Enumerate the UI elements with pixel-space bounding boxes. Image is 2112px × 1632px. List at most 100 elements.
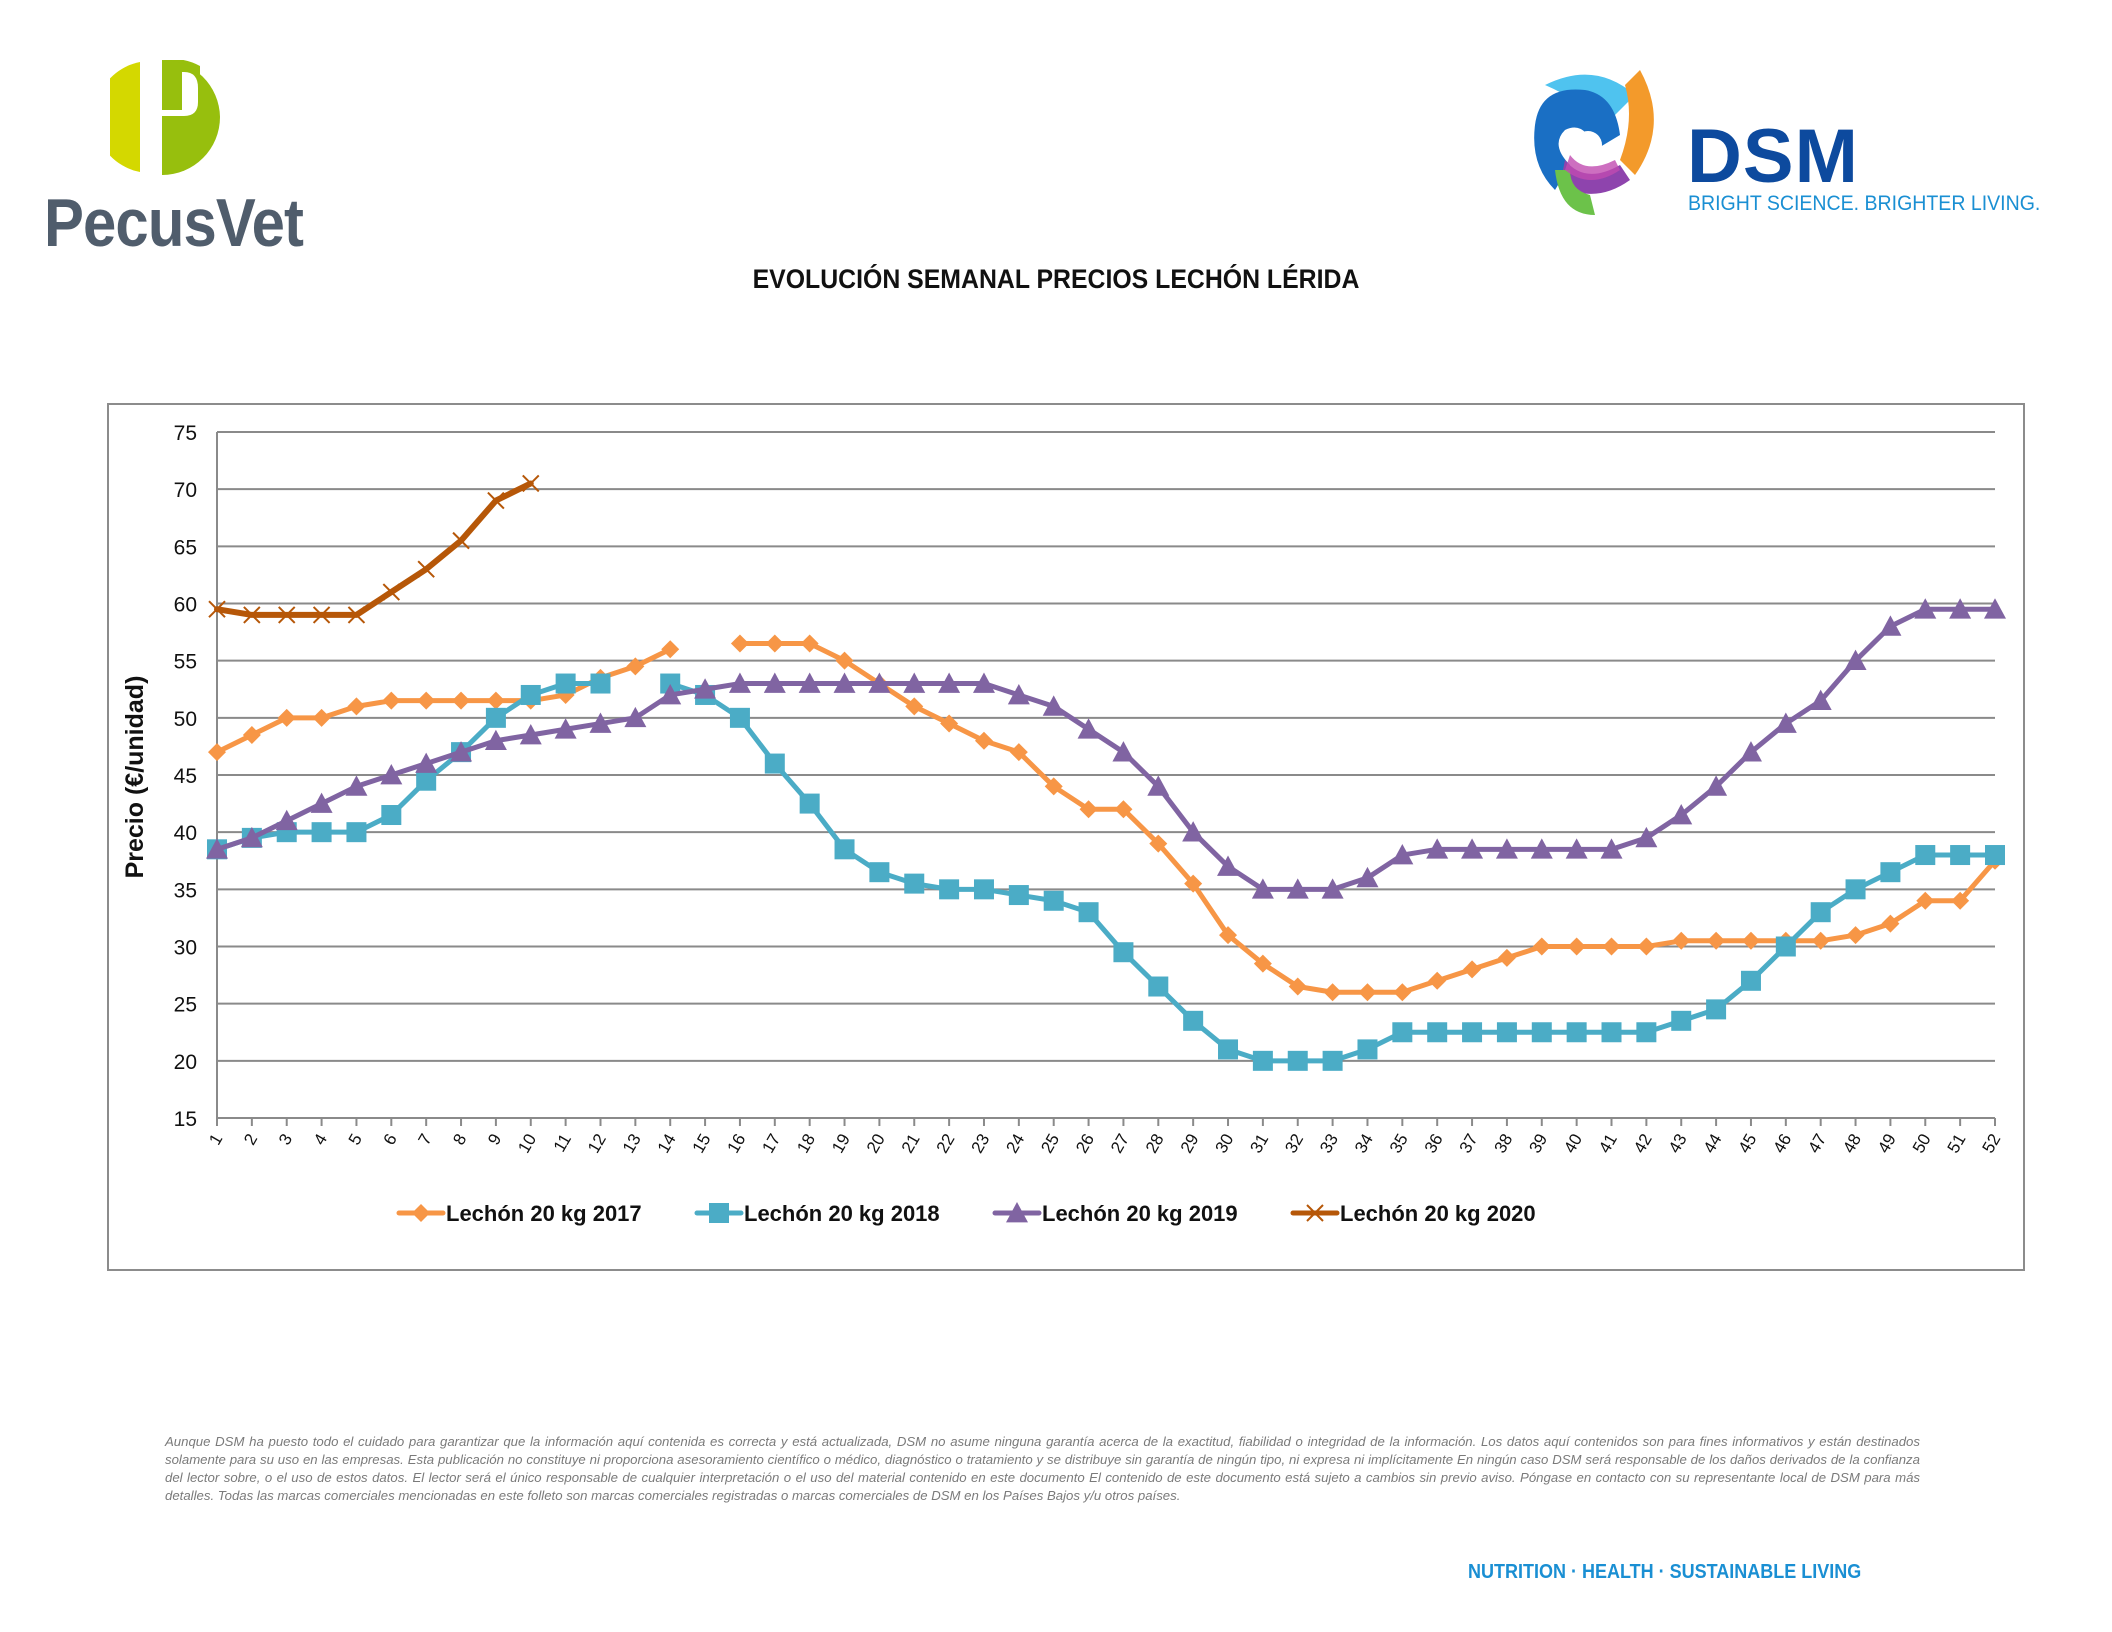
- x-tick-label: 52: [1979, 1131, 2005, 1157]
- x-tick-label: 7: [414, 1131, 435, 1149]
- y-tick-label: 55: [174, 651, 197, 674]
- x-tick-label: 18: [793, 1131, 819, 1157]
- legend-label: Lechón 20 kg 2018: [744, 1201, 940, 1226]
- x-tick-label: 14: [654, 1131, 680, 1157]
- y-tick-label: 20: [174, 1051, 197, 1074]
- data-point: [1880, 862, 1901, 883]
- data-point: [1149, 834, 1168, 853]
- data-point: [208, 600, 226, 618]
- x-tick-label: 37: [1456, 1131, 1482, 1157]
- x-tick-label: 21: [898, 1131, 924, 1157]
- data-point: [1007, 683, 1030, 705]
- data-point: [520, 684, 541, 705]
- x-tick-label: 39: [1525, 1131, 1551, 1157]
- x-tick-label: 33: [1316, 1131, 1342, 1157]
- data-point: [554, 718, 577, 739]
- data-point: [277, 708, 296, 727]
- data-point: [1043, 890, 1064, 911]
- data-point: [1391, 844, 1414, 865]
- dsm-swirl-icon: [1534, 70, 1654, 215]
- data-point: [1565, 838, 1588, 859]
- data-point: [659, 683, 682, 705]
- legend-label: Lechón 20 kg 2019: [1042, 1201, 1238, 1226]
- data-point: [1706, 999, 1727, 1020]
- x-tick-label: 3: [275, 1131, 296, 1149]
- data-point: [1219, 926, 1238, 945]
- legend-marker: [709, 1203, 729, 1223]
- data-point: [1044, 777, 1063, 796]
- data-point: [973, 879, 994, 900]
- x-tick-label: 26: [1072, 1131, 1098, 1157]
- y-tick-label: 25: [174, 994, 197, 1017]
- dsm-wordmark: DSM: [1687, 114, 1859, 199]
- data-point: [939, 879, 960, 900]
- series-line: [214, 606, 1998, 892]
- x-tick-label: 40: [1560, 1131, 1586, 1157]
- data-point: [206, 838, 228, 859]
- data-point: [240, 826, 263, 848]
- legal-disclaimer: Aunque DSM ha puesto todo el cuidado par…: [165, 1434, 1920, 1503]
- data-point: [1636, 1022, 1657, 1043]
- x-tick-label: 49: [1874, 1131, 1900, 1157]
- data-point: [382, 583, 401, 601]
- data-point: [1112, 741, 1135, 762]
- legend-item: Lechón 20 kg 2019: [992, 1201, 1238, 1226]
- data-point: [626, 657, 645, 676]
- legend: Lechón 20 kg 2017 Lechón 20 kg 2018 Lechón…: [396, 1201, 1536, 1226]
- x-tick-label: 23: [968, 1131, 994, 1157]
- x-tick-label: 11: [550, 1131, 575, 1156]
- data-point: [835, 651, 854, 670]
- data-point: [694, 678, 717, 699]
- data-point: [1949, 598, 1972, 619]
- x-tick-label: 12: [584, 1131, 610, 1157]
- pecusvet-wordmark: PecusVet: [44, 185, 304, 261]
- data-point: [589, 712, 612, 733]
- x-tick-label: 9: [484, 1131, 505, 1149]
- legend-item: Lechón 20 kg 2017: [396, 1201, 642, 1226]
- y-tick-label: 30: [174, 937, 197, 960]
- data-point: [1183, 1010, 1204, 1031]
- data-point: [519, 723, 542, 745]
- series-line: [214, 480, 534, 618]
- data-point: [484, 729, 507, 751]
- chart-title: EVOLUCIÓN SEMANAL PRECIOS LECHÓN LÉRIDA: [752, 264, 1360, 294]
- data-point: [555, 673, 576, 694]
- data-point: [1288, 977, 1307, 996]
- data-point: [1357, 1039, 1378, 1060]
- data-point: [1707, 931, 1726, 950]
- data-point: [1147, 775, 1170, 796]
- data-point: [1113, 942, 1134, 963]
- x-tick-labels: 1 2 3 4 5 6 7 8 9 10 11 12 13 14 15 16 17 18 19 20 21 22 23 24 2…: [205, 1118, 2004, 1156]
- x-tick-label: 34: [1351, 1131, 1377, 1157]
- data-point: [450, 741, 473, 762]
- data-point: [1739, 741, 1762, 762]
- data-point: [1462, 1022, 1483, 1043]
- legend-marker: [412, 1204, 430, 1222]
- data-point: [1184, 874, 1203, 893]
- x-tick-label: 31: [1246, 1131, 1272, 1157]
- data-point: [1811, 931, 1830, 950]
- data-point: [590, 673, 611, 694]
- data-point: [242, 725, 261, 744]
- x-tick-label: 10: [514, 1131, 540, 1157]
- data-point: [380, 764, 403, 785]
- data-point: [1915, 845, 1936, 866]
- data-point: [1671, 1010, 1692, 1031]
- legend-marker: [1306, 1204, 1324, 1222]
- data-point: [417, 560, 435, 578]
- data-point: [1182, 821, 1205, 842]
- x-tick-label: 29: [1177, 1131, 1203, 1157]
- data-point: [1253, 954, 1272, 973]
- data-point: [1635, 826, 1658, 848]
- data-point: [1426, 838, 1449, 859]
- x-tick-label: 16: [723, 1131, 749, 1157]
- data-point: [1951, 891, 1970, 910]
- data-point: [1844, 649, 1867, 671]
- data-point: [1497, 948, 1516, 967]
- data-point: [452, 691, 471, 710]
- data-point: [452, 531, 470, 550]
- data-point: [1774, 712, 1797, 733]
- x-tick-label: 20: [863, 1131, 889, 1157]
- pecusvet-logo: PecusVet: [40, 55, 304, 265]
